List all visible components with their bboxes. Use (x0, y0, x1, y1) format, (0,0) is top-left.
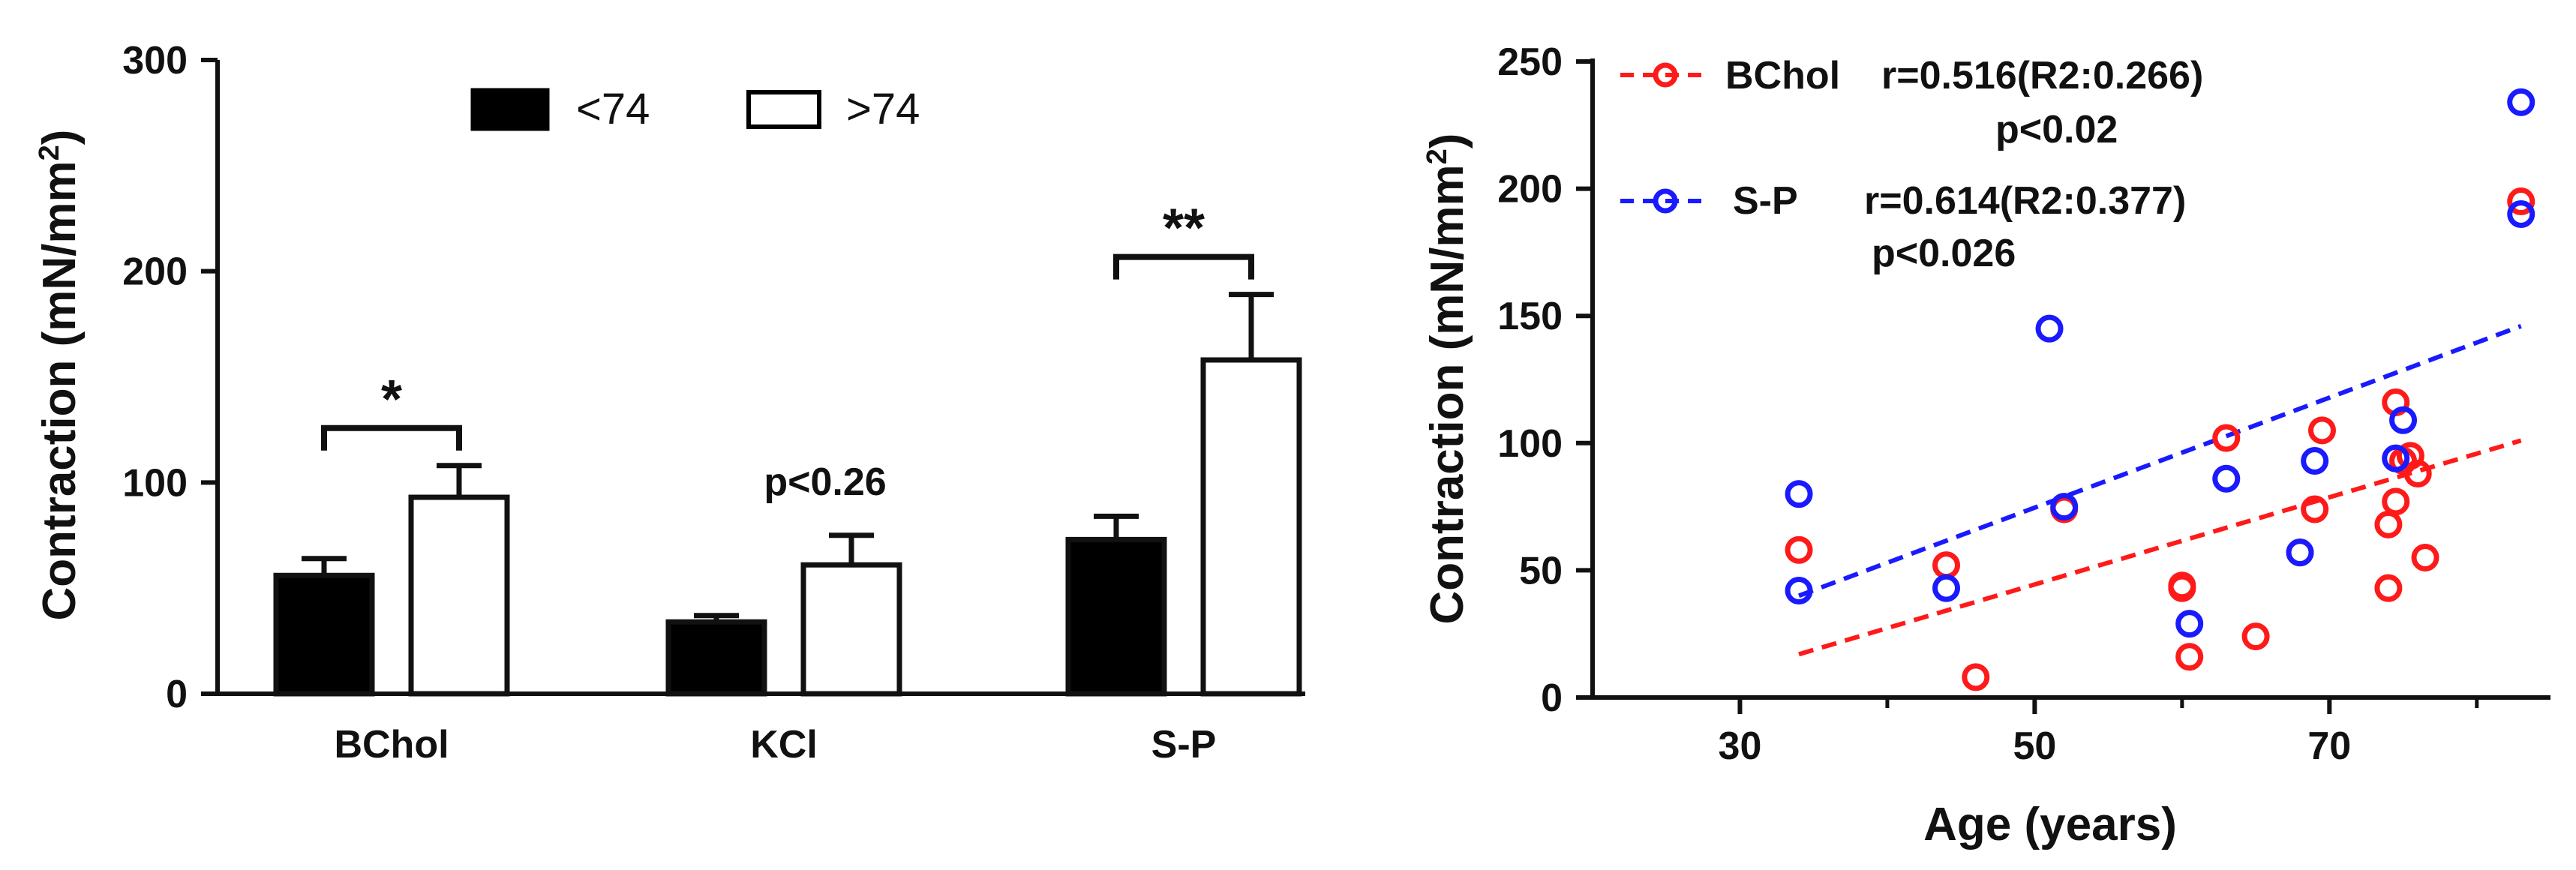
bchol-stats-r: r=0.516(R2:0.266) (1881, 54, 2203, 98)
bar-under-74-s-p (1065, 536, 1167, 697)
point-s-p (2507, 88, 2535, 116)
point-s-p (1785, 577, 1813, 605)
bar-y-ticks: 0 100 200 300 (122, 39, 218, 716)
scatter-y-tick-label: 0 (1541, 676, 1563, 720)
scatter-x-ticks: 30 50 70 (1719, 698, 2479, 768)
point-s-p (2050, 493, 2079, 521)
bar-under-74-bchol (273, 572, 375, 697)
s-p-stats-r: r=0.614(R2:0.377) (1864, 179, 2186, 223)
legend-swatch-over-74 (746, 90, 821, 129)
legend-marker-bchol (1653, 62, 1678, 88)
point-bchol (2241, 622, 2270, 651)
bar-over-74-bchol (408, 494, 510, 697)
legend-marker-s-p (1653, 188, 1678, 214)
point-bchol (2212, 424, 2241, 452)
bar-x-tick-label: S-P (1151, 723, 1217, 766)
bar-y-tick-label: 300 (122, 39, 188, 82)
legend-swatch-under-74 (470, 88, 550, 131)
sig-bracket-bchol (321, 424, 462, 451)
fit-line-bchol (1798, 438, 2522, 657)
point-s-p (2389, 406, 2418, 434)
bar-marks (273, 292, 1302, 697)
scatter-y-axis-label: Contraction (mN/mm2) (1422, 134, 1473, 625)
point-bchol (2507, 188, 2535, 216)
point-s-p (2507, 200, 2535, 229)
bar-over-74-kcl (800, 562, 902, 697)
scatter-x-tick-label: 30 (1719, 724, 1762, 768)
bar-y-tick-label: 200 (122, 250, 188, 294)
point-s-p (1785, 480, 1813, 508)
legend-label-s-p: S-P (1733, 179, 1798, 223)
point-bchol (2168, 574, 2196, 602)
scatter-y-tick-label: 250 (1497, 40, 1563, 84)
bar-over-74-s-p (1200, 357, 1302, 697)
s-p-stats-p: p<0.026 (1872, 232, 2016, 275)
bchol-stats-p: p<0.02 (1995, 108, 2118, 152)
legend-label-bchol: BChol (1725, 54, 1840, 98)
point-bchol (1932, 551, 1961, 580)
point-bchol (1962, 663, 1990, 692)
bar-x-ticks: BChol KCl S-P (334, 723, 1216, 766)
scatter-chart: 0 50 100 150 200 250 30 50 70 Age (years) Contr… (1422, 40, 2550, 850)
point-s-p (2035, 314, 2064, 343)
bar-annotation: p<0.26 (764, 460, 886, 504)
bar-legend: <74 >74 (470, 85, 920, 134)
bar-y-axis-label: Contraction (mN/mm2) (34, 130, 86, 621)
point-s-p (2286, 538, 2314, 567)
scatter-points (1785, 88, 2535, 692)
point-bchol (2301, 495, 2329, 524)
point-bchol (2374, 510, 2403, 538)
point-s-p (2301, 447, 2329, 476)
scatter-y-tick-label: 200 (1497, 168, 1563, 212)
point-bchol (2307, 416, 2336, 445)
legend-label-over-74: >74 (846, 85, 920, 134)
bar-x-tick-label: KCl (750, 723, 818, 766)
significance-brackets: *** (321, 199, 1254, 451)
point-s-p (1932, 574, 1961, 602)
scatter-y-ticks: 0 50 100 150 200 250 (1497, 40, 1593, 720)
scatter-legend: BChol r=0.516(R2:0.266) p<0.02 S-P r=0.6… (1620, 54, 2203, 275)
point-bchol (2403, 460, 2432, 488)
bar-under-74-kcl (665, 619, 767, 697)
scatter-y-tick-label: 150 (1497, 295, 1563, 338)
bar-y-tick-label: 100 (122, 461, 188, 505)
point-bchol (2382, 488, 2410, 516)
sig-label-bchol: * (381, 370, 402, 430)
point-bchol (2411, 543, 2439, 572)
point-bchol (1785, 536, 1813, 564)
sig-label-s-p: ** (1163, 199, 1205, 259)
point-s-p (2175, 610, 2204, 638)
scatter-y-tick-label: 50 (1519, 549, 1563, 592)
point-bchol (2175, 643, 2204, 671)
fit-line-s-p (1797, 323, 2522, 598)
sig-bracket-s-p (1113, 254, 1254, 280)
point-s-p (2382, 444, 2410, 472)
legend-label-under-74: <74 (576, 85, 650, 134)
scatter-y-tick-label: 100 (1497, 422, 1563, 466)
point-bchol (2374, 574, 2403, 602)
scatter-x-tick-label: 70 (2307, 724, 2351, 768)
bar-x-tick-label: BChol (334, 723, 449, 766)
scatter-x-axis-label: Age (years) (1923, 799, 2177, 850)
scatter-x-tick-label: 50 (2013, 724, 2056, 768)
fit-lines (1797, 323, 2522, 657)
bar-y-tick-label: 0 (166, 673, 188, 716)
point-s-p (2212, 464, 2241, 493)
